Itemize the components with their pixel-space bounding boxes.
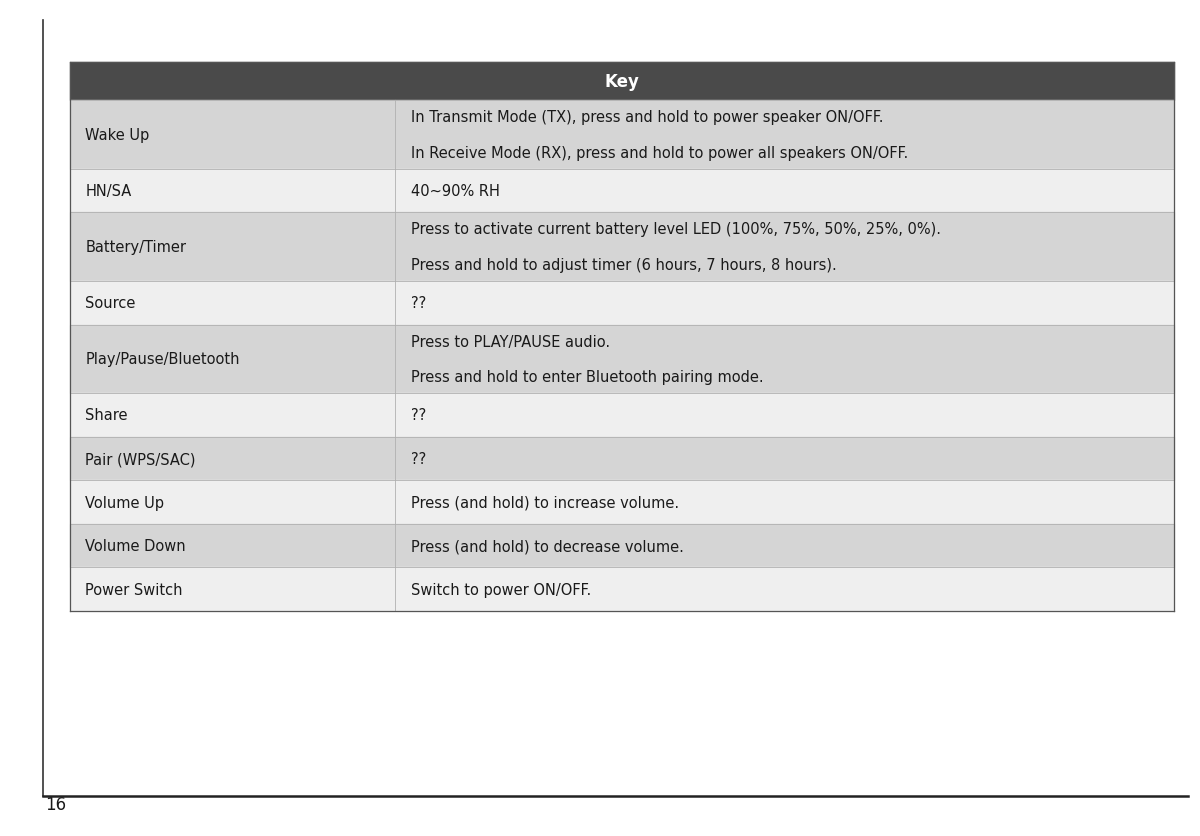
Bar (395, 325, 1174, 394)
Text: HN/SA: HN/SA (85, 184, 132, 199)
Bar (70, 524, 395, 568)
Text: Press and hold to enter Bluetooth pairing mode.: Press and hold to enter Bluetooth pairin… (410, 370, 763, 385)
Text: Switch to power ON/OFF.: Switch to power ON/OFF. (410, 582, 592, 597)
Bar (70, 481, 395, 524)
Bar (395, 481, 1174, 524)
Bar (395, 282, 1174, 325)
Text: Pair (WPS/SAC): Pair (WPS/SAC) (85, 451, 196, 466)
Text: ??: ?? (410, 451, 426, 466)
Bar (395, 170, 1174, 213)
Bar (70, 325, 395, 394)
Bar (395, 213, 1174, 282)
Text: In Transmit Mode (TX), press and hold to power speaker ON/OFF.: In Transmit Mode (TX), press and hold to… (410, 110, 883, 125)
Text: Wake Up: Wake Up (85, 128, 150, 143)
Bar (70, 170, 395, 213)
Bar (70, 282, 395, 325)
Bar (70, 101, 395, 170)
Text: Source: Source (85, 296, 136, 311)
Text: ??: ?? (410, 408, 426, 423)
Text: Play/Pause/Bluetooth: Play/Pause/Bluetooth (85, 352, 240, 367)
Bar (395, 394, 1174, 437)
Bar (395, 101, 1174, 170)
Bar (395, 524, 1174, 568)
Text: Key: Key (604, 73, 640, 91)
Text: In Receive Mode (RX), press and hold to power all speakers ON/OFF.: In Receive Mode (RX), press and hold to … (410, 145, 908, 161)
Text: Share: Share (85, 408, 127, 423)
Bar (70, 394, 395, 437)
Bar (70, 568, 395, 611)
Text: 40~90% RH: 40~90% RH (410, 184, 499, 199)
Text: Volume Up: Volume Up (85, 495, 164, 510)
Bar (70, 213, 395, 282)
Bar (395, 437, 1174, 481)
Text: Press to PLAY/PAUSE audio.: Press to PLAY/PAUSE audio. (410, 334, 610, 349)
Text: Press to activate current battery level LED (100%, 75%, 50%, 25%, 0%).: Press to activate current battery level … (410, 222, 941, 237)
Text: Press (and hold) to increase volume.: Press (and hold) to increase volume. (410, 495, 679, 510)
Bar (70, 437, 395, 481)
Text: 16: 16 (46, 794, 67, 813)
Text: Volume Down: Volume Down (85, 538, 186, 553)
Text: Battery/Timer: Battery/Timer (85, 240, 186, 255)
Text: Power Switch: Power Switch (85, 582, 182, 597)
Bar (395, 568, 1174, 611)
Bar (70, 63, 1174, 101)
Text: ??: ?? (410, 296, 426, 311)
Text: Press and hold to adjust timer (6 hours, 7 hours, 8 hours).: Press and hold to adjust timer (6 hours,… (410, 257, 836, 273)
Text: Press (and hold) to decrease volume.: Press (and hold) to decrease volume. (410, 538, 684, 553)
